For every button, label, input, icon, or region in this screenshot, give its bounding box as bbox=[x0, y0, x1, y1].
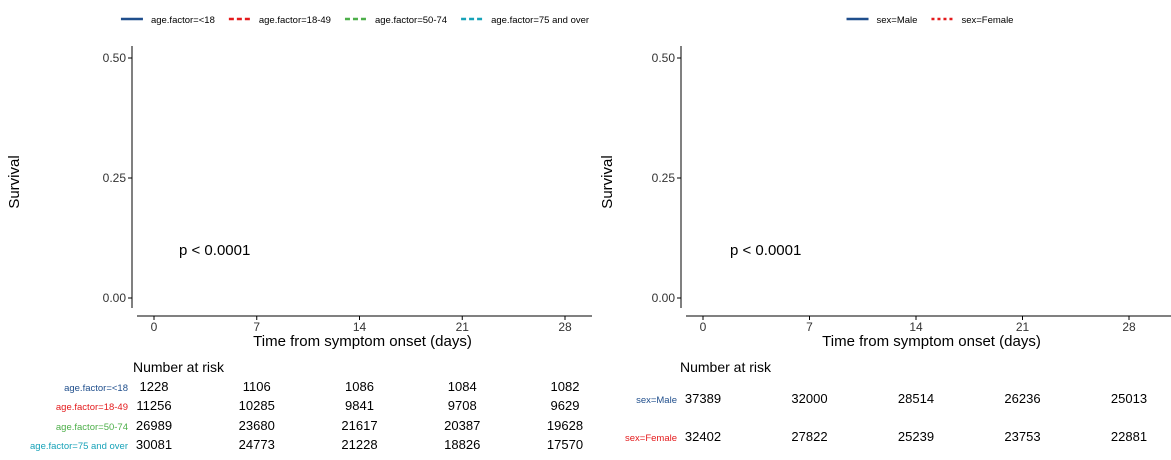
risk-value: 32402 bbox=[685, 429, 721, 444]
risk-value: 9841 bbox=[345, 398, 374, 413]
chart-panel-2: 0.000.250.500.751.0007142128Time from sy… bbox=[599, 15, 1171, 444]
y-axis-label: Survival bbox=[6, 155, 23, 208]
risk-value: 30081 bbox=[136, 437, 172, 452]
risk-value: 9708 bbox=[448, 398, 477, 413]
x-tick-label: 14 bbox=[353, 320, 367, 334]
x-tick-label: 0 bbox=[151, 320, 158, 334]
risk-value: 28514 bbox=[898, 391, 934, 406]
risk-value: 25239 bbox=[898, 429, 934, 444]
legend-label: sex=Female bbox=[961, 15, 1013, 26]
legend: age.factor=<18 age.factor=18-49 age.factor… bbox=[120, 15, 589, 26]
risk-value: 26236 bbox=[1004, 391, 1040, 406]
risk-row-label: sex=Male bbox=[636, 395, 677, 406]
legend-label: age.factor=50-74 bbox=[375, 15, 447, 26]
x-tick-label: 28 bbox=[1122, 320, 1136, 334]
risk-value: 1082 bbox=[551, 379, 580, 394]
risk-value: 11256 bbox=[136, 398, 171, 413]
risk-value: 21617 bbox=[341, 418, 377, 433]
y-tick-label: 0.00 bbox=[652, 291, 676, 305]
risk-value: 9629 bbox=[551, 398, 580, 413]
risk-value: 27822 bbox=[791, 429, 827, 444]
risk-value: 24773 bbox=[239, 437, 275, 452]
risk-table-title: Number at risk bbox=[133, 359, 225, 375]
legend-label: age.factor=18-49 bbox=[259, 15, 331, 26]
risk-row-label: sex=Female bbox=[625, 433, 677, 444]
y-tick-label: 0.50 bbox=[103, 51, 127, 65]
risk-value: 17570 bbox=[547, 437, 583, 452]
y-tick-label: 0.00 bbox=[103, 291, 127, 305]
x-tick-label: 21 bbox=[456, 320, 470, 334]
risk-value: 1084 bbox=[448, 379, 477, 394]
x-tick-label: 7 bbox=[253, 320, 260, 334]
legend: sex=Male sex=Female bbox=[846, 15, 1013, 26]
x-axis-label: Time from symptom onset (days) bbox=[253, 333, 472, 350]
p-value-annotation: p < 0.0001 bbox=[730, 242, 801, 259]
risk-row-label: age.factor=75 and over bbox=[30, 441, 128, 452]
risk-value: 19628 bbox=[547, 418, 583, 433]
y-tick-label: 0.25 bbox=[103, 171, 127, 185]
x-tick-label: 28 bbox=[558, 320, 572, 334]
chart-panel-1: 0.000.250.500.751.0007142128Time from sy… bbox=[6, 15, 592, 452]
risk-value: 10285 bbox=[239, 398, 275, 413]
risk-value: 1228 bbox=[140, 379, 169, 394]
x-tick-label: 21 bbox=[1016, 320, 1030, 334]
risk-row-label: age.factor=18-49 bbox=[56, 402, 128, 413]
risk-value: 1086 bbox=[345, 379, 374, 394]
risk-row-label: age.factor=<18 bbox=[64, 383, 128, 394]
x-axis-label: Time from symptom onset (days) bbox=[822, 333, 1041, 350]
risk-value: 20387 bbox=[444, 418, 480, 433]
x-tick-label: 7 bbox=[806, 320, 813, 334]
y-tick-label: 0.50 bbox=[652, 51, 676, 65]
risk-table-title: Number at risk bbox=[680, 359, 772, 375]
risk-value: 21228 bbox=[341, 437, 377, 452]
risk-value: 37389 bbox=[685, 391, 721, 406]
risk-value: 1106 bbox=[243, 379, 271, 394]
risk-value: 23680 bbox=[239, 418, 275, 433]
risk-value: 18826 bbox=[444, 437, 480, 452]
y-axis-label: Survival bbox=[599, 155, 616, 208]
y-tick-label: 0.25 bbox=[652, 171, 676, 185]
x-tick-label: 0 bbox=[700, 320, 707, 334]
risk-value: 32000 bbox=[791, 391, 827, 406]
x-tick-label: 14 bbox=[909, 320, 923, 334]
p-value-annotation: p < 0.0001 bbox=[179, 242, 250, 259]
risk-value: 26989 bbox=[136, 418, 172, 433]
risk-row-label: age.factor=50-74 bbox=[56, 422, 128, 433]
risk-value: 22881 bbox=[1111, 429, 1147, 444]
legend-label: age.factor=75 and over bbox=[491, 15, 589, 26]
risk-value: 23753 bbox=[1004, 429, 1040, 444]
legend-label: sex=Male bbox=[877, 15, 918, 26]
legend-label: age.factor=<18 bbox=[151, 15, 215, 26]
risk-value: 25013 bbox=[1111, 391, 1147, 406]
